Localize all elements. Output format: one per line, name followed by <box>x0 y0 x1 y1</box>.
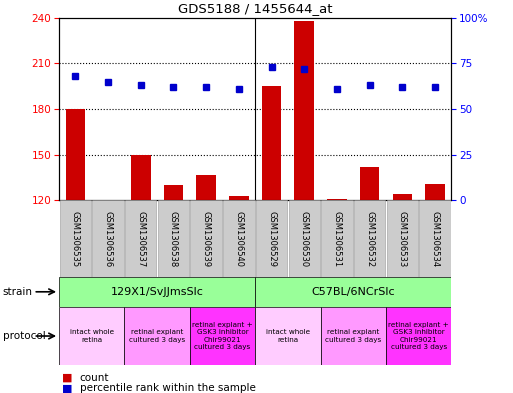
Bar <box>92 200 124 277</box>
Text: retinal explant
cultured 3 days: retinal explant cultured 3 days <box>325 329 382 343</box>
Bar <box>229 196 249 200</box>
Bar <box>124 307 190 365</box>
Bar <box>255 307 321 365</box>
Bar <box>294 21 314 200</box>
Bar <box>256 200 287 277</box>
Text: GSM1306534: GSM1306534 <box>430 211 440 267</box>
Text: retinal explant
cultured 3 days: retinal explant cultured 3 days <box>129 329 185 343</box>
Text: GSM1306532: GSM1306532 <box>365 211 374 267</box>
Bar <box>321 200 352 277</box>
Text: strain: strain <box>3 287 32 297</box>
Bar <box>223 200 254 277</box>
Bar <box>59 307 124 365</box>
Bar <box>131 155 150 200</box>
Bar <box>392 194 412 200</box>
Bar <box>196 174 216 200</box>
Bar <box>190 200 222 277</box>
Bar <box>354 200 385 277</box>
Bar <box>255 277 451 307</box>
Text: GSM1306536: GSM1306536 <box>104 211 112 267</box>
Text: GSM1306537: GSM1306537 <box>136 211 145 267</box>
Text: intact whole
retina: intact whole retina <box>70 329 114 343</box>
Bar <box>327 199 347 200</box>
Text: intact whole
retina: intact whole retina <box>266 329 310 343</box>
Bar <box>387 200 418 277</box>
Bar <box>59 277 255 307</box>
Text: ■: ■ <box>62 373 72 383</box>
Text: protocol: protocol <box>3 331 45 341</box>
Text: C57BL/6NCrSlc: C57BL/6NCrSlc <box>311 287 395 297</box>
Title: GDS5188 / 1455644_at: GDS5188 / 1455644_at <box>178 2 332 15</box>
Text: 129X1/SvJJmsSlc: 129X1/SvJJmsSlc <box>111 287 204 297</box>
Bar <box>262 86 281 200</box>
Bar <box>321 307 386 365</box>
Text: GSM1306533: GSM1306533 <box>398 211 407 267</box>
Text: GSM1306540: GSM1306540 <box>234 211 243 267</box>
Bar <box>420 200 451 277</box>
Bar <box>125 200 156 277</box>
Text: GSM1306538: GSM1306538 <box>169 211 178 267</box>
Text: GSM1306529: GSM1306529 <box>267 211 276 267</box>
Bar <box>190 307 255 365</box>
Bar <box>164 185 183 200</box>
Text: GSM1306531: GSM1306531 <box>332 211 342 267</box>
Text: GSM1306530: GSM1306530 <box>300 211 309 267</box>
Bar <box>158 200 189 277</box>
Text: count: count <box>80 373 109 383</box>
Text: percentile rank within the sample: percentile rank within the sample <box>80 383 255 393</box>
Bar <box>66 109 85 200</box>
Text: retinal explant +
GSK3 inhibitor
Chir99021
cultured 3 days: retinal explant + GSK3 inhibitor Chir990… <box>388 322 449 350</box>
Bar <box>289 200 320 277</box>
Bar <box>386 307 451 365</box>
Bar <box>425 184 445 200</box>
Text: ■: ■ <box>62 383 72 393</box>
Text: retinal explant +
GSK3 inhibitor
Chir99021
cultured 3 days: retinal explant + GSK3 inhibitor Chir990… <box>192 322 253 350</box>
Bar <box>60 200 91 277</box>
Bar <box>360 167 380 200</box>
Text: GSM1306535: GSM1306535 <box>71 211 80 267</box>
Text: GSM1306539: GSM1306539 <box>202 211 211 267</box>
